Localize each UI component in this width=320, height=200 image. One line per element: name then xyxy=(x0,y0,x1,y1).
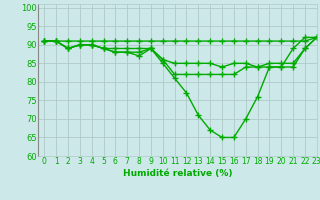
X-axis label: Humidité relative (%): Humidité relative (%) xyxy=(123,169,232,178)
